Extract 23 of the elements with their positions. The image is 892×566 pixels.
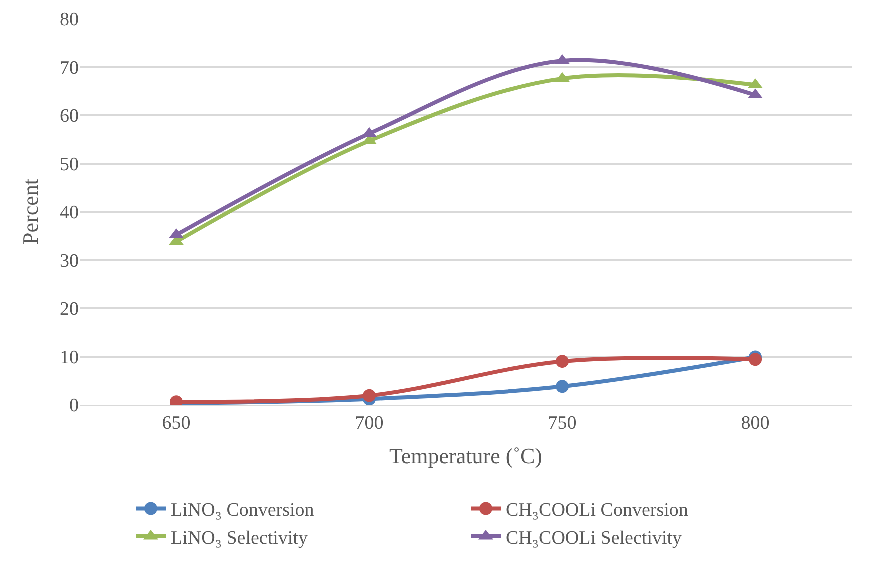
y-axis-title: Percent [18, 179, 43, 245]
y-tick-label: 80 [60, 10, 79, 31]
y-tick-label: 50 [60, 154, 79, 176]
point [556, 380, 569, 394]
y-tick-label: 30 [60, 250, 79, 272]
y-tick-label: 10 [60, 347, 79, 368]
legend-label: CH₃COOLi Selectivity [506, 528, 683, 549]
point [363, 389, 376, 402]
y-tick-label: 20 [60, 299, 79, 320]
x-tick-label: 700 [355, 412, 384, 434]
y-tick-label: 60 [60, 106, 79, 128]
x-tick-label: 650 [162, 412, 191, 434]
point [749, 353, 762, 366]
legend-label: LiNO₃ Selectivity [171, 528, 308, 549]
x-tick-label: 750 [548, 412, 577, 434]
point [556, 355, 569, 368]
x-tick-label: 800 [741, 412, 770, 434]
y-tick-label: 40 [60, 202, 79, 224]
y-tick-label: 70 [60, 58, 79, 79]
y-tick-label: 0 [70, 396, 79, 417]
legend-label: CH₃COOLi Conversion [506, 500, 689, 522]
legend-label: LiNO₃ Conversion [171, 500, 315, 522]
x-axis-title: Temperature (˚C) [390, 444, 542, 469]
